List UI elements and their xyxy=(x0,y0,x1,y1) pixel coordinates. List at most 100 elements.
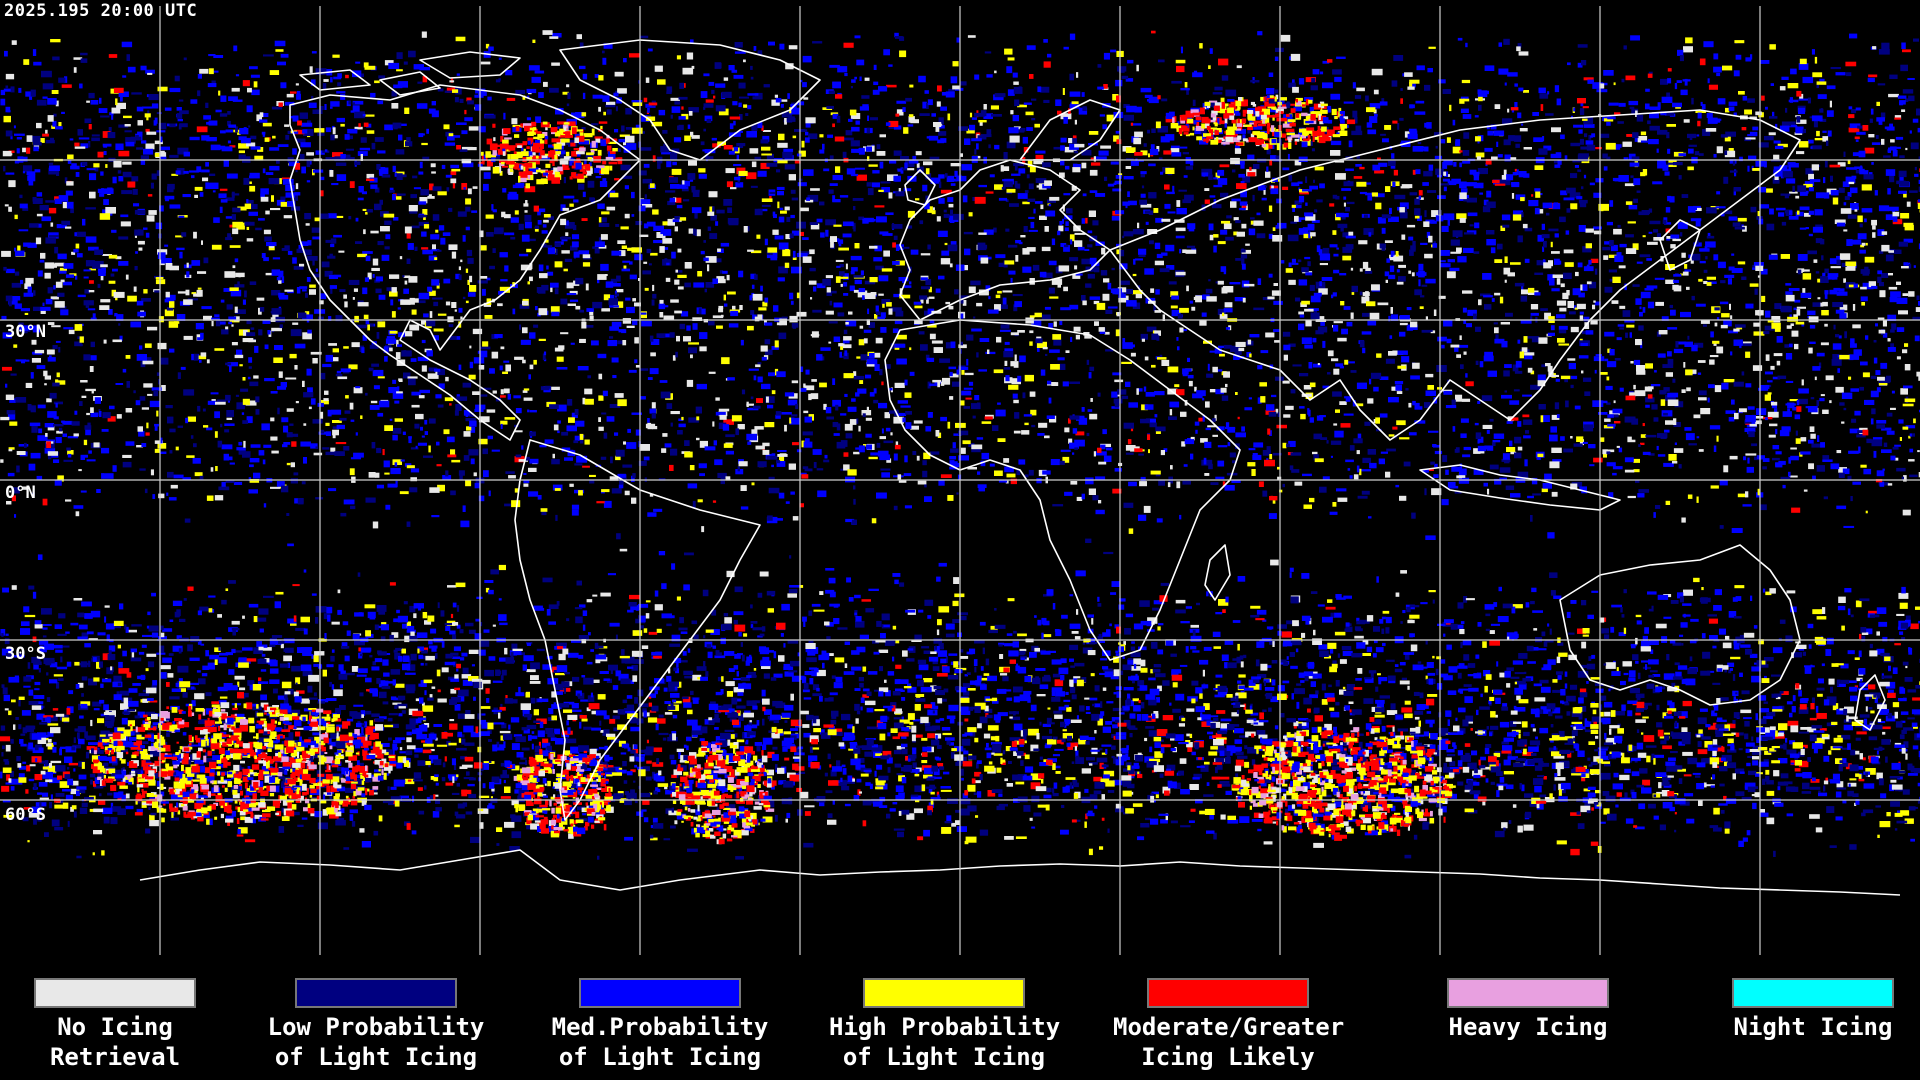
icing-pixel xyxy=(218,193,227,199)
icing-pixel xyxy=(1399,207,1405,213)
icing-pixel xyxy=(879,231,889,235)
icing-pixel xyxy=(850,86,853,89)
icing-pixel xyxy=(1221,75,1229,81)
icing-pixel xyxy=(253,375,259,379)
icing-pixel xyxy=(563,177,566,184)
icing-pixel xyxy=(421,247,429,250)
icing-pixel xyxy=(1057,230,1061,236)
icing-pixel xyxy=(1687,206,1696,213)
icing-pixel xyxy=(460,316,463,320)
icing-pixel xyxy=(1297,181,1303,184)
icing-pixel xyxy=(941,250,950,256)
icing-pixel xyxy=(310,351,322,355)
icing-pixel xyxy=(1581,330,1587,335)
icing-pixel xyxy=(1836,222,1846,227)
icing-pixel xyxy=(1894,249,1902,254)
icing-pixel xyxy=(888,192,893,199)
icing-pixel xyxy=(1342,232,1350,238)
icing-pixel xyxy=(1220,192,1229,198)
icing-pixel xyxy=(529,410,537,413)
icing-pixel xyxy=(700,250,705,255)
icing-pixel xyxy=(873,81,879,85)
icing-pixel xyxy=(61,84,72,88)
icing-pixel xyxy=(1345,235,1356,239)
icing-pixel xyxy=(183,57,187,61)
icing-pixel xyxy=(683,336,691,342)
icing-pixel xyxy=(22,171,26,174)
icing-pixel xyxy=(1547,365,1553,372)
icing-pixel xyxy=(1684,341,1693,347)
icing-pixel xyxy=(125,141,135,147)
icing-pixel xyxy=(25,382,33,388)
icing-pixel xyxy=(1009,203,1019,207)
icing-pixel xyxy=(299,263,305,267)
icing-pixel xyxy=(996,336,1002,343)
icing-pixel xyxy=(354,126,363,130)
icing-pixel xyxy=(53,285,56,290)
icing-pixel xyxy=(249,281,257,285)
icing-pixel xyxy=(1217,171,1223,176)
icing-pixel xyxy=(522,300,529,306)
icing-pixel xyxy=(1343,101,1354,104)
icing-pixel xyxy=(22,207,29,211)
icing-pixel xyxy=(437,191,447,196)
icing-pixel xyxy=(830,236,837,242)
icing-pixel xyxy=(131,176,139,182)
icing-pixel xyxy=(384,60,394,66)
icing-pixel xyxy=(1027,160,1033,168)
icing-pixel xyxy=(1469,169,1477,175)
icing-pixel xyxy=(103,188,114,194)
icing-pixel xyxy=(989,174,995,178)
icing-pixel xyxy=(234,284,245,288)
icing-pixel xyxy=(1613,228,1622,235)
icing-pixel xyxy=(1218,345,1225,348)
icing-pixel xyxy=(260,188,269,195)
icing-pixel xyxy=(560,218,567,226)
icing-pixel xyxy=(328,316,332,321)
icing-pixel xyxy=(421,31,427,38)
icing-pixel xyxy=(1179,146,1188,149)
icing-pixel xyxy=(193,353,198,361)
icing-pixel xyxy=(376,164,381,170)
icing-pixel xyxy=(1462,114,1472,119)
icing-pixel xyxy=(421,133,425,136)
icing-pixel xyxy=(883,250,890,257)
icing-pixel xyxy=(891,224,903,229)
icing-pixel xyxy=(1077,246,1085,251)
icing-pixel xyxy=(595,138,601,143)
icing-pixel xyxy=(1797,254,1808,261)
icing-pixel xyxy=(1630,175,1634,178)
icing-pixel xyxy=(259,119,268,123)
icing-pixel xyxy=(26,147,31,154)
icing-pixel xyxy=(87,308,96,311)
icing-pixel xyxy=(550,306,560,313)
icing-pixel xyxy=(1348,231,1354,236)
icing-pixel xyxy=(37,404,46,409)
icing-pixel xyxy=(58,77,66,83)
icing-pixel xyxy=(456,336,461,340)
icing-pixel xyxy=(921,286,931,290)
icing-pixel xyxy=(582,92,586,99)
icing-pixel xyxy=(556,356,564,362)
icing-pixel xyxy=(1235,341,1246,347)
icing-pixel xyxy=(105,164,108,168)
icing-pixel xyxy=(897,168,902,172)
icing-pixel xyxy=(1836,291,1848,296)
icing-pixel xyxy=(1209,195,1216,198)
icing-pixel xyxy=(785,63,794,70)
icing-pixel xyxy=(732,101,738,106)
icing-pixel xyxy=(936,216,941,222)
icing-pixel xyxy=(1603,70,1614,76)
icing-pixel xyxy=(1031,319,1042,327)
icing-pixel xyxy=(845,322,849,325)
icing-pixel xyxy=(112,268,118,272)
icing-pixel xyxy=(750,76,754,80)
icing-pixel xyxy=(652,209,659,215)
icing-pixel xyxy=(1734,40,1745,44)
icing-pixel xyxy=(1541,223,1545,230)
icing-pixel xyxy=(472,391,481,395)
icing-pixel xyxy=(1257,185,1266,191)
icing-pixel xyxy=(578,250,590,255)
icing-pixel xyxy=(84,118,92,124)
icing-pixel xyxy=(175,170,181,175)
